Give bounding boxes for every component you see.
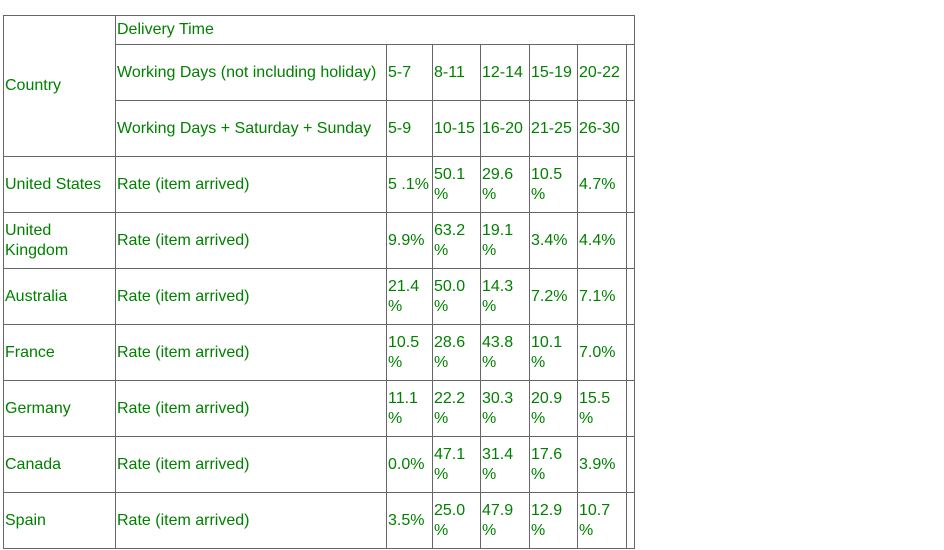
rate-value-cell: 50.1 % — [432, 156, 481, 213]
rate-label-cell: Rate (item arrived) — [115, 492, 387, 549]
time-range-cell: 16-20 — [480, 100, 530, 157]
rate-value-cell: 10.5 % — [529, 156, 578, 213]
country-cell: Germany — [3, 380, 116, 437]
rate-label-cell: Rate (item arrived) — [115, 156, 387, 213]
time-range-cell: 8-11 — [432, 44, 481, 101]
table-row-united-kingdom: United Kingdom Rate (item arrived) 9.9% … — [3, 212, 635, 269]
rate-label-cell: Rate (item arrived) — [115, 436, 387, 493]
rate-value-cell: 14.3 % — [480, 268, 530, 325]
working-days-label: Working Days (not including holiday) — [115, 44, 387, 101]
rate-value-cell: 29.6 % — [480, 156, 530, 213]
rate-value-cell: 5 .1% — [386, 156, 433, 213]
rate-value-cell: 0.0% — [386, 436, 433, 493]
rate-value-cell: 7.1% — [577, 268, 627, 325]
rate-value-cell: 4.7% — [577, 156, 627, 213]
country-cell: United Kingdom — [3, 212, 116, 269]
spacer-cell — [626, 156, 635, 213]
rate-value-cell: 19.1 % — [480, 212, 530, 269]
table-header-row: Country Delivery Time — [3, 15, 635, 157]
time-range-cell: 12-14 — [480, 44, 530, 101]
rate-value-cell: 31.4 % — [480, 436, 530, 493]
spacer-cell — [626, 324, 635, 381]
rate-value-cell: 22.2 % — [432, 380, 481, 437]
country-cell: France — [3, 324, 116, 381]
rate-value-cell: 4.4% — [577, 212, 627, 269]
table-row-canada: Canada Rate (item arrived) 0.0% 47.1 % 3… — [3, 436, 635, 493]
rate-value-cell: 30.3 % — [480, 380, 530, 437]
rate-value-cell: 17.6 % — [529, 436, 578, 493]
time-range-cell: 10-15 — [432, 100, 481, 157]
rate-value-cell: 63.2 % — [432, 212, 481, 269]
time-range-cell: 5-7 — [386, 44, 433, 101]
table-row-united-states: United States Rate (item arrived) 5 .1% … — [3, 156, 635, 213]
working-days-weekend-label: Working Days + Saturday + Sunday — [115, 100, 387, 157]
spacer-cell — [626, 44, 635, 101]
table-row-germany: Germany Rate (item arrived) 11.1 % 22.2 … — [3, 380, 635, 437]
working-days-weekend-row: Working Days + Saturday + Sunday 5-9 10-… — [4, 100, 635, 157]
time-range-cell: 26-30 — [577, 100, 627, 157]
time-range-cell: 5-9 — [386, 100, 433, 157]
rate-label-cell: Rate (item arrived) — [115, 324, 387, 381]
rate-value-cell: 10.1 % — [529, 324, 578, 381]
rate-label-cell: Rate (item arrived) — [115, 212, 387, 269]
rate-value-cell: 10.7 % — [577, 492, 627, 549]
rate-value-cell: 12.9 % — [529, 492, 578, 549]
country-cell: Spain — [3, 492, 116, 549]
spacer-cell — [626, 268, 635, 325]
time-range-cell: 15-19 — [529, 44, 578, 101]
rate-value-cell: 15.5 % — [577, 380, 627, 437]
rate-label-cell: Rate (item arrived) — [115, 268, 387, 325]
country-cell: United States — [3, 156, 116, 213]
delivery-time-header: Delivery Time — [115, 15, 635, 45]
country-cell: Australia — [3, 268, 116, 325]
spacer-cell — [626, 436, 635, 493]
delivery-time-table: Country Delivery Time Working Days (not … — [3, 15, 635, 549]
rate-value-cell: 7.0% — [577, 324, 627, 381]
table-row-spain: Spain Rate (item arrived) 3.5% 25.0 % 47… — [3, 492, 635, 549]
table-row-france: France Rate (item arrived) 10.5 % 28.6 %… — [3, 324, 635, 381]
spacer-cell — [626, 380, 635, 437]
time-range-cell: 20-22 — [577, 44, 627, 101]
rate-value-cell: 50.0 % — [432, 268, 481, 325]
rate-value-cell: 21.4 % — [386, 268, 433, 325]
rate-value-cell: 11.1 % — [386, 380, 433, 437]
rate-value-cell: 3.5% — [386, 492, 433, 549]
rate-value-cell: 43.8 % — [480, 324, 530, 381]
rate-label-cell: Rate (item arrived) — [115, 380, 387, 437]
rate-value-cell: 28.6 % — [432, 324, 481, 381]
rate-value-cell: 47.1 % — [432, 436, 481, 493]
spacer-cell — [626, 492, 635, 549]
country-header: Country — [3, 15, 116, 157]
time-range-cell: 21-25 — [529, 100, 578, 157]
rate-value-cell: 3.4% — [529, 212, 578, 269]
table-row-australia: Australia Rate (item arrived) 21.4 % 50.… — [3, 268, 635, 325]
rate-value-cell: 10.5 % — [386, 324, 433, 381]
country-cell: Canada — [3, 436, 116, 493]
rate-value-cell: 3.9% — [577, 436, 627, 493]
rate-value-cell: 20.9 % — [529, 380, 578, 437]
rate-value-cell: 25.0 % — [432, 492, 481, 549]
rate-value-cell: 9.9% — [386, 212, 433, 269]
working-days-row: Working Days (not including holiday) 5-7… — [4, 44, 635, 101]
spacer-cell — [626, 212, 635, 269]
spacer-cell — [626, 100, 635, 157]
rate-value-cell: 47.9 % — [480, 492, 530, 549]
rate-value-cell: 7.2% — [529, 268, 578, 325]
